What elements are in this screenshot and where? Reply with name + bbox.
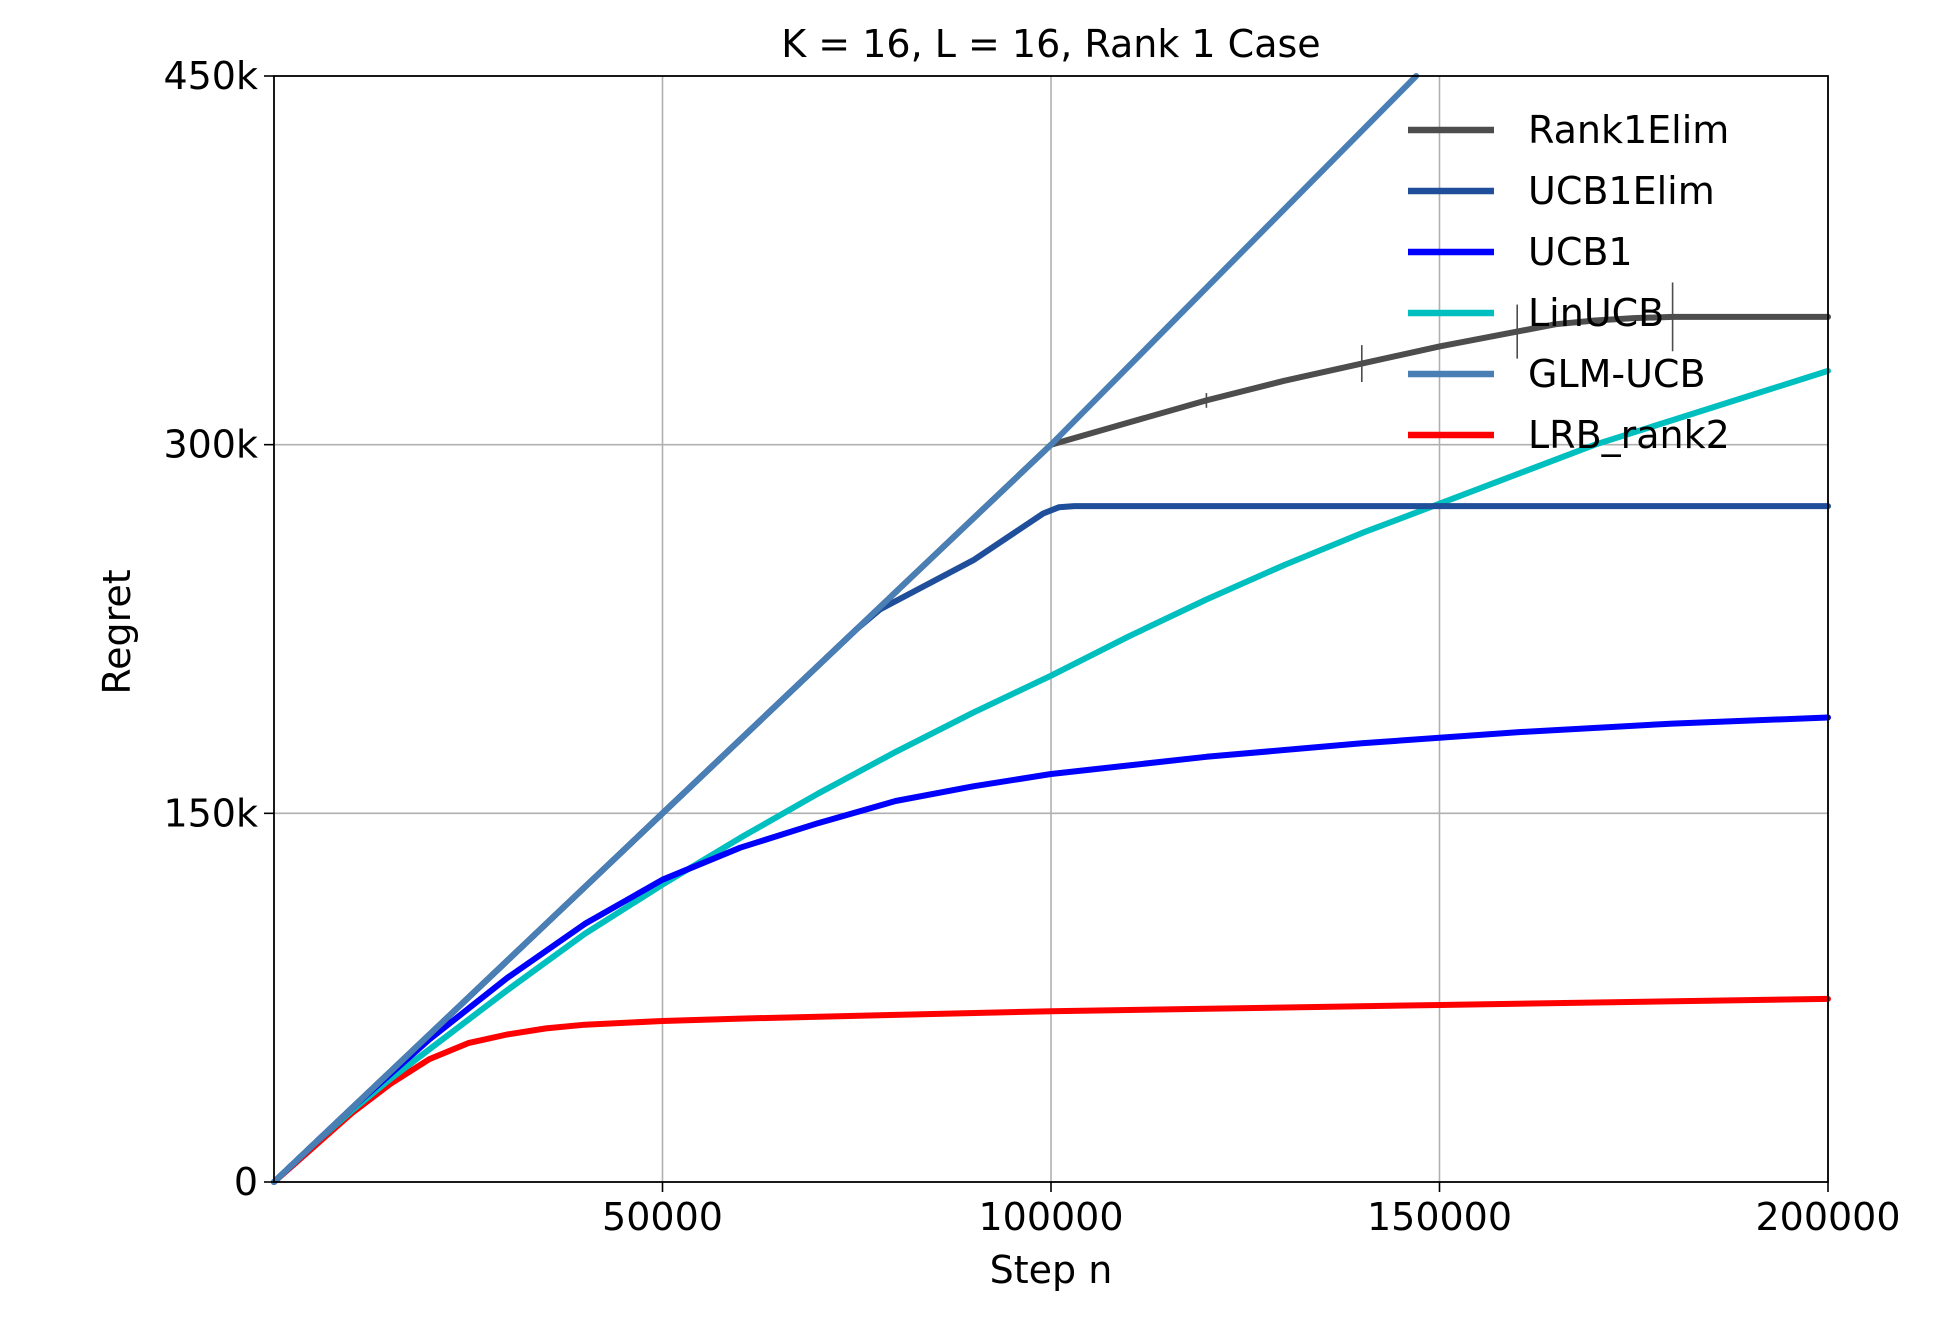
y-tick-label: 450k (163, 54, 258, 98)
legend-label-linucb: LinUCB (1528, 291, 1664, 335)
legend-label-ucb1elim: UCB1Elim (1528, 169, 1715, 213)
y-tick-label: 300k (163, 423, 258, 467)
x-tick-label: 50000 (602, 1195, 723, 1239)
series-layer (271, 73, 1831, 1185)
x-tick-label: 200000 (1755, 1195, 1900, 1239)
legend: Rank1Elim UCB1Elim UCB1 LinUCB GLM-UCB LRB_ra… (1408, 108, 1730, 457)
y-tick-label: 150k (163, 791, 258, 835)
legend-label-lrb-rank2: LRB_rank2 (1528, 413, 1730, 457)
legend-label-glm-ucb: GLM-UCB (1528, 352, 1706, 396)
series-line-glm-ucb (271, 73, 1420, 1185)
legend-label-rank1elim: Rank1Elim (1528, 108, 1729, 152)
chart-title: K = 16, L = 16, Rank 1 Case (781, 22, 1320, 66)
y-axis-label: Regret (95, 569, 139, 694)
series-line-linucb (271, 367, 1831, 1185)
x-axis-label: Step n (990, 1248, 1113, 1292)
legend-label-ucb1: UCB1 (1528, 230, 1633, 274)
x-tick-label: 150000 (1367, 1195, 1512, 1239)
x-tick-label: 100000 (978, 1195, 1123, 1239)
axis-ticks: 50000 100000 150000 200000 0 150k 300k 450k (163, 54, 1900, 1239)
y-tick-label: 0 (234, 1160, 258, 1204)
